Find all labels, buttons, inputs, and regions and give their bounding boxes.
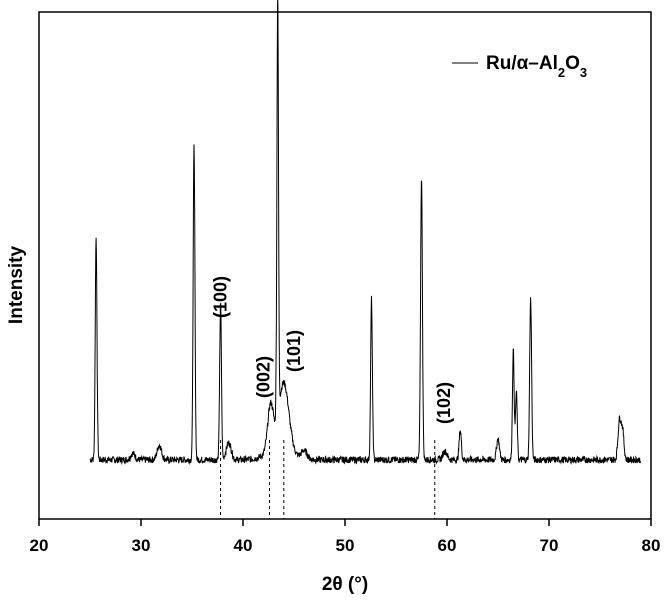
peak-label-0: (100) (211, 276, 231, 318)
x-axis-label: 2θ (°) (322, 574, 368, 595)
peak-labels: (100) (002) (101) (102) (211, 276, 454, 424)
y-axis-label: Intensity (6, 246, 27, 325)
legend-entry: Ru/α–Al2O3 (486, 53, 587, 80)
x-tick-label-1: 30 (132, 536, 151, 555)
x-tick-label-0: 20 (30, 536, 49, 555)
x-tick-label-3: 50 (336, 536, 355, 555)
reference-lines (221, 440, 435, 519)
legend: Ru/α–Al2O3 (452, 53, 587, 80)
peak-label-1: (002) (254, 356, 274, 398)
x-tick-label-6: 80 (642, 536, 661, 555)
x-tick-label-4: 60 (438, 536, 457, 555)
peak-label-3: (102) (434, 382, 454, 424)
x-tick-label-2: 40 (234, 536, 253, 555)
peak-label-2: (101) (284, 330, 304, 372)
x-axis-ticks: 20 30 40 50 60 70 80 (30, 519, 661, 555)
plot-frame (39, 12, 651, 519)
x-tick-label-5: 70 (540, 536, 559, 555)
